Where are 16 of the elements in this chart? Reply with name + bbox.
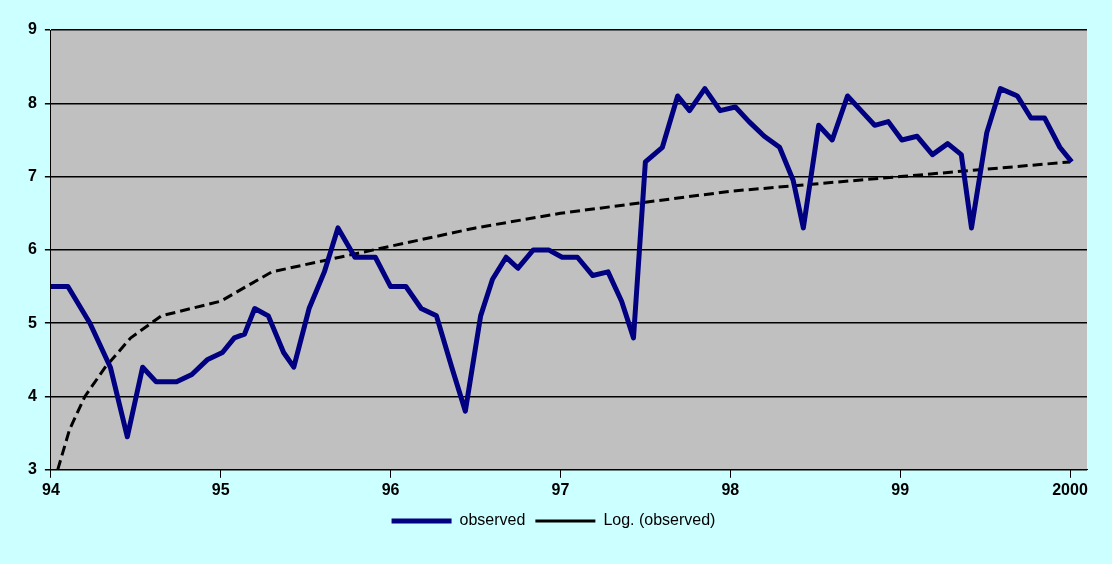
x-tick-label: 94 xyxy=(42,480,60,498)
y-tick-label: 7 xyxy=(27,167,37,185)
legend-label: observed xyxy=(459,511,526,529)
y-tick-label: 5 xyxy=(27,313,37,331)
y-tick-label: 3 xyxy=(27,460,37,478)
y-tick-label: 8 xyxy=(27,93,37,111)
x-tick-label: 98 xyxy=(721,480,740,498)
y-tick-label: 6 xyxy=(27,240,37,258)
x-tick-label: 97 xyxy=(551,480,570,498)
y-tick-label: 4 xyxy=(27,386,37,404)
x-tick-label: 99 xyxy=(891,480,910,498)
x-tick-label: 96 xyxy=(381,480,400,498)
y-tick-label: 9 xyxy=(27,20,37,38)
x-tick-label: 2000 xyxy=(1052,480,1088,498)
x-tick-label: 95 xyxy=(211,480,230,498)
legend-label: Log. (observed) xyxy=(603,511,716,529)
